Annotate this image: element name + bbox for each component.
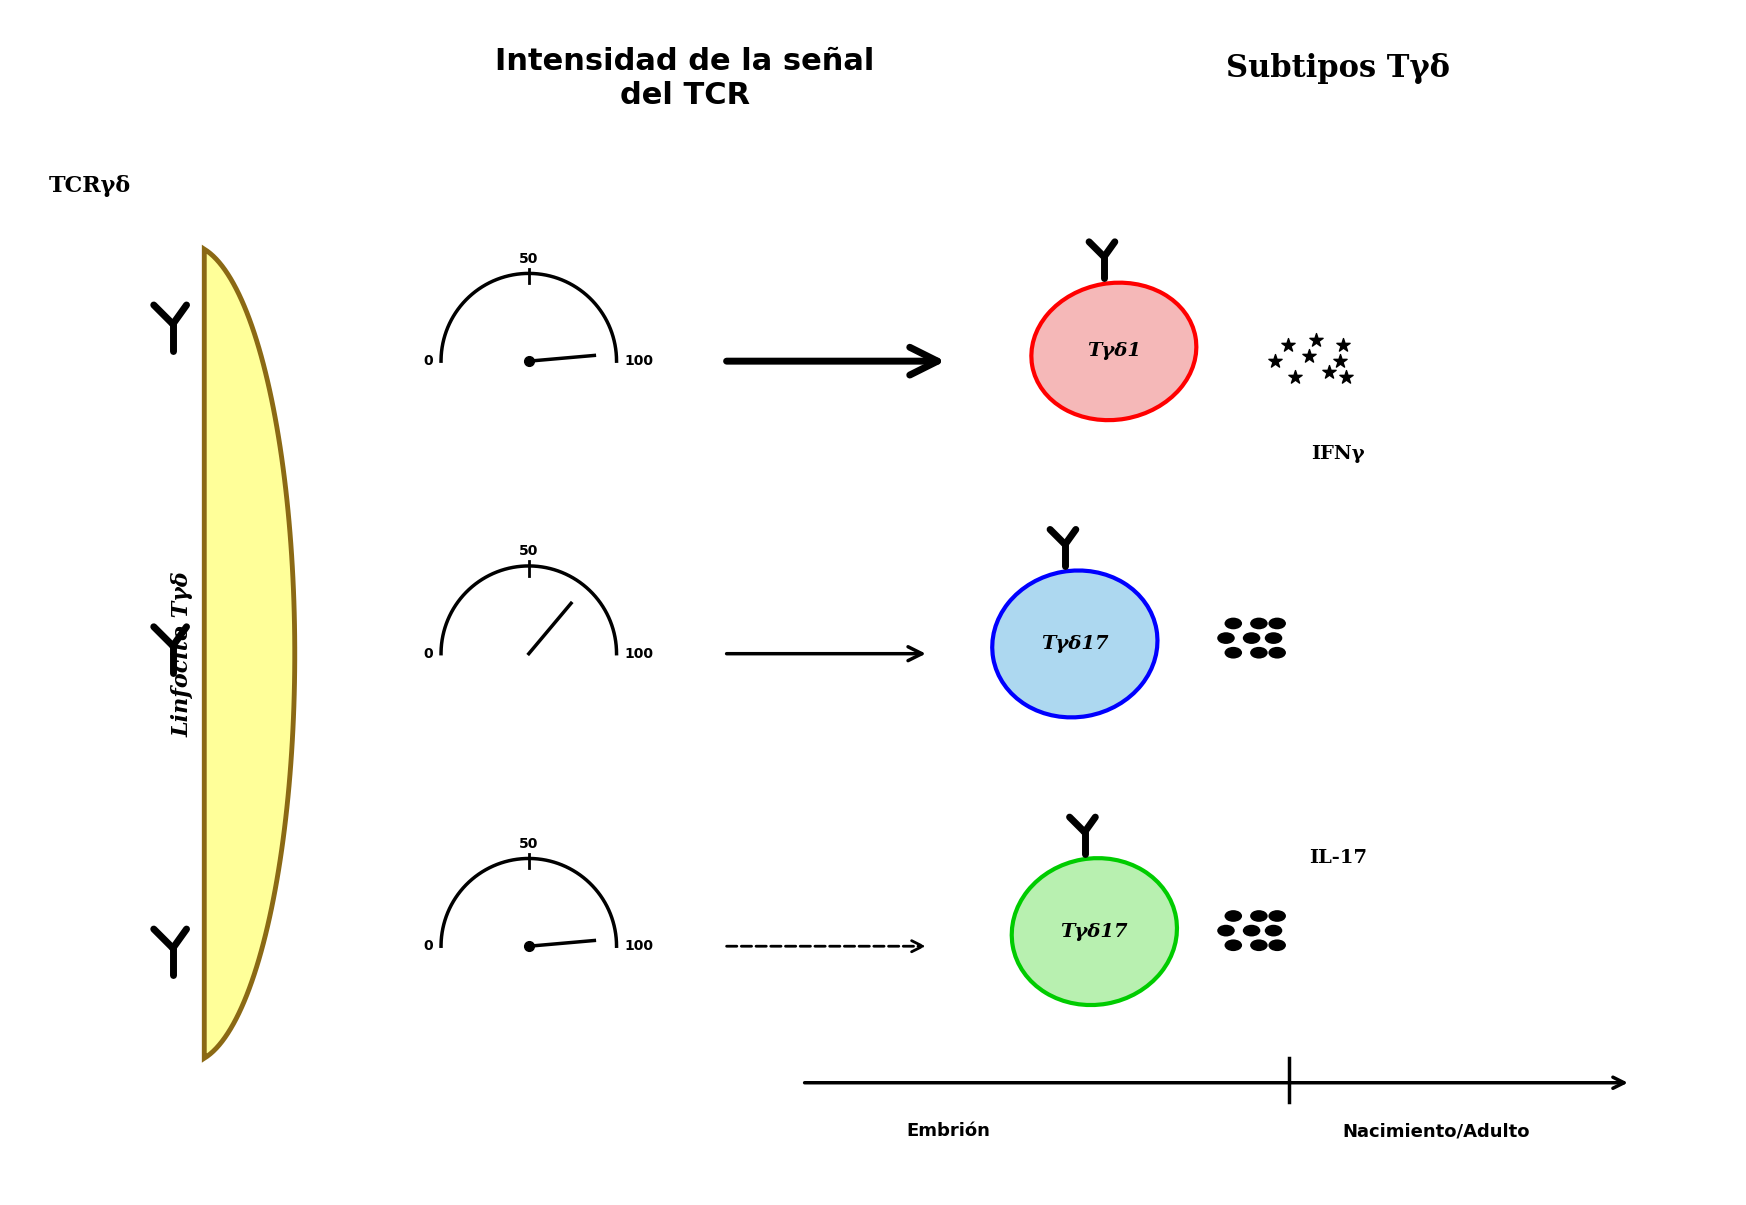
Text: Nacimiento/Adulto: Nacimiento/Adulto <box>1343 1123 1529 1140</box>
Ellipse shape <box>1032 283 1196 421</box>
Text: 0: 0 <box>424 354 433 369</box>
Point <box>1282 368 1310 387</box>
Ellipse shape <box>1243 924 1261 936</box>
PathPatch shape <box>204 249 295 1058</box>
Text: 50: 50 <box>519 836 538 851</box>
Ellipse shape <box>1224 618 1241 629</box>
Text: Tγδ17: Tγδ17 <box>1041 635 1109 653</box>
Point <box>1261 352 1289 371</box>
Point <box>1332 368 1360 387</box>
Text: Tγδ17: Tγδ17 <box>1060 923 1128 941</box>
Text: 100: 100 <box>625 647 653 660</box>
Point <box>1296 346 1323 365</box>
Point <box>1325 352 1353 371</box>
Text: 50: 50 <box>519 252 538 265</box>
Point <box>1275 335 1303 354</box>
Text: 0: 0 <box>424 939 433 953</box>
Text: Tγδ1: Tγδ1 <box>1086 342 1140 360</box>
Ellipse shape <box>1268 618 1287 629</box>
Point <box>1329 335 1357 354</box>
Point <box>1303 330 1330 349</box>
Ellipse shape <box>992 570 1158 717</box>
Ellipse shape <box>1224 910 1241 922</box>
Ellipse shape <box>1250 910 1268 922</box>
Ellipse shape <box>1250 647 1268 659</box>
Text: Intensidad de la señal
del TCR: Intensidad de la señal del TCR <box>496 47 875 110</box>
Text: IFNγ: IFNγ <box>1311 445 1365 463</box>
Ellipse shape <box>1217 924 1234 936</box>
Ellipse shape <box>1264 633 1282 643</box>
Ellipse shape <box>1250 940 1268 951</box>
Text: 100: 100 <box>625 939 653 953</box>
Ellipse shape <box>1224 647 1241 659</box>
Point <box>1315 363 1343 382</box>
Text: 0: 0 <box>424 647 433 660</box>
Text: 100: 100 <box>625 354 653 369</box>
Ellipse shape <box>1268 910 1287 922</box>
Ellipse shape <box>1264 924 1282 936</box>
Ellipse shape <box>1250 618 1268 629</box>
Ellipse shape <box>1243 633 1261 643</box>
Ellipse shape <box>1268 940 1287 951</box>
Text: IL-17: IL-17 <box>1310 850 1367 868</box>
Text: Linfocito Tγδ: Linfocito Tγδ <box>171 571 194 736</box>
Text: Embrión: Embrión <box>906 1123 990 1140</box>
Ellipse shape <box>1268 647 1287 659</box>
Text: 50: 50 <box>519 545 538 558</box>
Text: TCRγδ: TCRγδ <box>49 175 131 196</box>
Ellipse shape <box>1224 940 1241 951</box>
Ellipse shape <box>1217 633 1234 643</box>
Ellipse shape <box>1011 858 1177 1005</box>
Text: Subtipos Tγδ: Subtipos Tγδ <box>1226 53 1451 84</box>
